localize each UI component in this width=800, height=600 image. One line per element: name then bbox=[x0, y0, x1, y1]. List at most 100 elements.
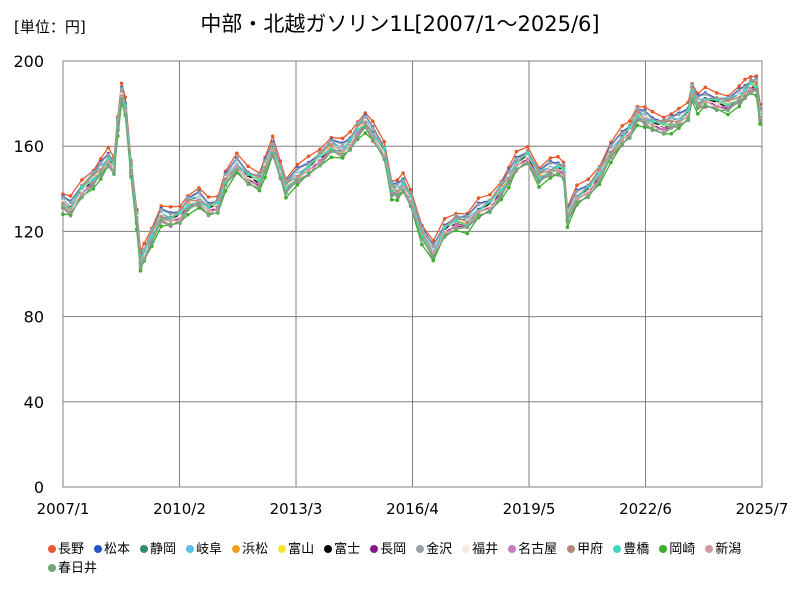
legend-label: 長岡 bbox=[380, 542, 407, 557]
series-point-甲府 bbox=[662, 118, 666, 123]
series-point-岡崎 bbox=[537, 185, 541, 189]
series-point-長野 bbox=[159, 204, 163, 208]
series-point-春日井 bbox=[488, 210, 492, 215]
series-point-春日井 bbox=[609, 154, 613, 159]
series-point-長野 bbox=[119, 81, 124, 86]
y-tick-label: 40 bbox=[24, 393, 44, 412]
series-point-金沢 bbox=[609, 144, 613, 148]
series-point-岡崎 bbox=[499, 197, 504, 202]
series-point-金沢 bbox=[159, 208, 163, 212]
series-point-長野 bbox=[348, 130, 353, 134]
legend-item: 富山 bbox=[278, 540, 314, 559]
legend-marker bbox=[659, 545, 668, 553]
legend-label: 豊橋 bbox=[623, 542, 650, 557]
series-point-春日井 bbox=[662, 131, 666, 136]
series-point-長野 bbox=[99, 157, 103, 161]
legend-marker bbox=[232, 545, 241, 553]
series-point-春日井 bbox=[142, 259, 146, 264]
legend-marker bbox=[324, 545, 333, 553]
series-point-長野 bbox=[514, 149, 519, 154]
series-point-長野 bbox=[340, 136, 345, 141]
series-point-岡崎 bbox=[257, 188, 262, 193]
series-point-金沢 bbox=[575, 189, 579, 194]
series-point-豊橋 bbox=[586, 185, 590, 189]
series-point-金沢 bbox=[363, 114, 368, 119]
x-tick-label: 2025/7 bbox=[736, 500, 789, 518]
series-point-岡崎 bbox=[431, 258, 436, 263]
x-tick-label: 2013/3 bbox=[270, 500, 323, 518]
series-point-春日井 bbox=[650, 128, 655, 132]
chart-title: 中部・北越ガソリン1L[2007/1～2025/6] bbox=[200, 12, 600, 36]
series-point-長野 bbox=[662, 115, 666, 120]
series-point-岡崎 bbox=[185, 213, 190, 217]
legend-marker bbox=[462, 545, 471, 553]
legend-marker bbox=[278, 545, 287, 553]
x-tick-label: 2022/6 bbox=[619, 500, 672, 518]
series-point-春日井 bbox=[80, 195, 84, 200]
series-point-豊橋 bbox=[257, 178, 262, 183]
series-point-豊橋 bbox=[748, 81, 753, 85]
legend-marker bbox=[567, 545, 576, 553]
series-point-春日井 bbox=[565, 219, 570, 223]
legend-label: 富山 bbox=[288, 542, 315, 557]
series-point-春日井 bbox=[306, 172, 311, 177]
legend-item: 富士 bbox=[324, 540, 360, 559]
legend-marker bbox=[370, 545, 379, 553]
series-point-春日井 bbox=[329, 149, 334, 154]
series-point-甲府 bbox=[465, 220, 470, 224]
series-point-春日井 bbox=[628, 136, 632, 140]
series-point-春日井 bbox=[389, 193, 394, 198]
series-point-豊橋 bbox=[525, 151, 530, 155]
legend-label: 富士 bbox=[334, 542, 361, 557]
legend-label: 新潟 bbox=[715, 542, 742, 557]
y-tick-label: 120 bbox=[13, 222, 44, 241]
series-point-甲府 bbox=[754, 80, 759, 85]
series-point-甲府 bbox=[223, 177, 228, 181]
series-point-福井 bbox=[80, 189, 84, 193]
series-point-豊橋 bbox=[106, 156, 111, 161]
series-point-金沢 bbox=[295, 167, 300, 171]
series-point-岡崎 bbox=[99, 177, 103, 181]
series-point-長野 bbox=[628, 119, 632, 123]
legend-item: 福井 bbox=[462, 540, 498, 559]
series-point-豊橋 bbox=[714, 97, 719, 102]
series-point-金沢 bbox=[263, 159, 267, 163]
series-point-金沢 bbox=[643, 109, 647, 114]
series-point-春日井 bbox=[355, 135, 360, 139]
series-point-春日井 bbox=[597, 179, 602, 184]
series-point-金沢 bbox=[68, 200, 73, 205]
series-point-新潟 bbox=[650, 123, 655, 128]
series-point-金沢 bbox=[431, 244, 436, 248]
series-point-甲府 bbox=[363, 120, 368, 125]
series-point-春日井 bbox=[748, 91, 753, 96]
series-point-甲府 bbox=[150, 230, 154, 234]
series-point-金沢 bbox=[329, 139, 334, 143]
series-point-春日井 bbox=[743, 95, 747, 100]
legend-item: 浜松 bbox=[232, 540, 268, 559]
series-point-豊橋 bbox=[150, 234, 154, 239]
series-point-長野 bbox=[476, 196, 481, 200]
legend-marker bbox=[186, 545, 195, 553]
series-point-甲府 bbox=[185, 199, 190, 203]
series-point-金沢 bbox=[340, 142, 345, 146]
series-point-新潟 bbox=[703, 99, 708, 103]
series-point-新潟 bbox=[168, 218, 173, 223]
series-point-春日井 bbox=[185, 208, 190, 212]
series-point-豊橋 bbox=[726, 103, 730, 107]
series-point-岡崎 bbox=[609, 160, 613, 165]
series-point-金沢 bbox=[754, 77, 759, 81]
series-point-長野 bbox=[442, 217, 447, 221]
series-point-新潟 bbox=[575, 197, 579, 201]
series-point-新潟 bbox=[677, 120, 681, 125]
legend-item: 岐阜 bbox=[186, 540, 222, 559]
series-point-豊橋 bbox=[178, 210, 182, 215]
series-point-豊橋 bbox=[650, 119, 655, 124]
legend-label: 春日井 bbox=[58, 561, 98, 576]
series-point-金沢 bbox=[168, 212, 173, 216]
series-point-春日井 bbox=[586, 195, 590, 200]
series-point-豊橋 bbox=[318, 153, 322, 158]
series-point-豊橋 bbox=[556, 164, 560, 168]
series-point-豊橋 bbox=[690, 89, 694, 93]
series-point-春日井 bbox=[138, 266, 143, 271]
legend-label: 静岡 bbox=[150, 542, 177, 557]
